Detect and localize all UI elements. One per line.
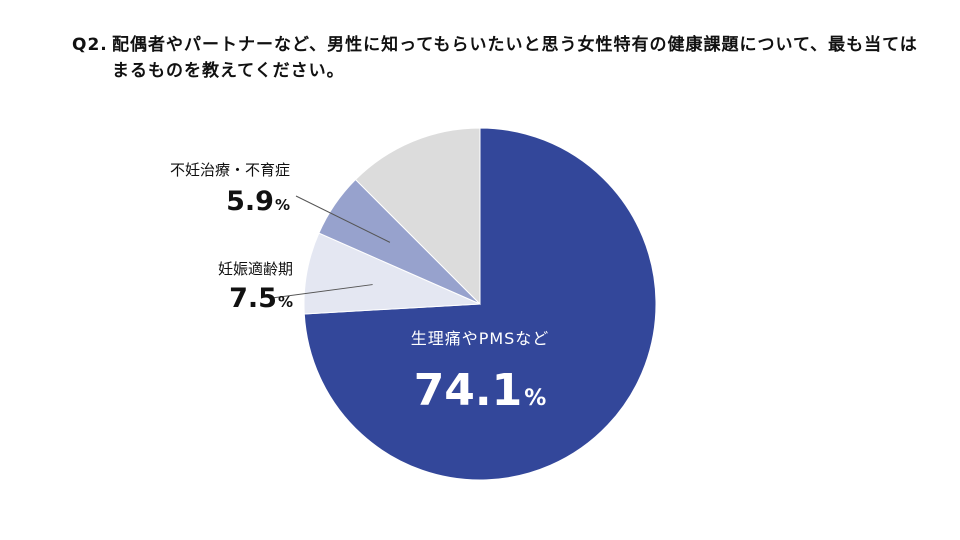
pie-slices — [303, 127, 657, 481]
pie-slice-3 — [354, 127, 481, 306]
slice-labels: 生理痛やPMSなど 74.1% 妊娠適齢期 7.5% 不妊治療・不育症 5.9% — [170, 161, 550, 416]
slice-value-main: 74.1% — [414, 365, 547, 416]
leader-line-1 — [271, 284, 373, 299]
leader-lines — [271, 195, 391, 299]
leader-line-2 — [295, 195, 391, 243]
question-title: Q2. 配偶者やパートナーなど、男性に知ってもらいたいと思う女性特有の健康課題に… — [72, 32, 932, 84]
slice-label-2: 不妊治療・不育症 — [170, 161, 290, 179]
slice-label-1: 妊娠適齢期 — [218, 260, 293, 278]
slice-value-1: 7.5% — [229, 283, 293, 314]
slice-value-2: 5.9% — [226, 186, 290, 217]
question-text: 配偶者やパートナーなど、男性に知ってもらいたいと思う女性特有の健康課題について、… — [112, 35, 918, 81]
slice-label-main: 生理痛やPMSなど — [411, 329, 550, 348]
question-number: Q2. — [72, 35, 108, 55]
